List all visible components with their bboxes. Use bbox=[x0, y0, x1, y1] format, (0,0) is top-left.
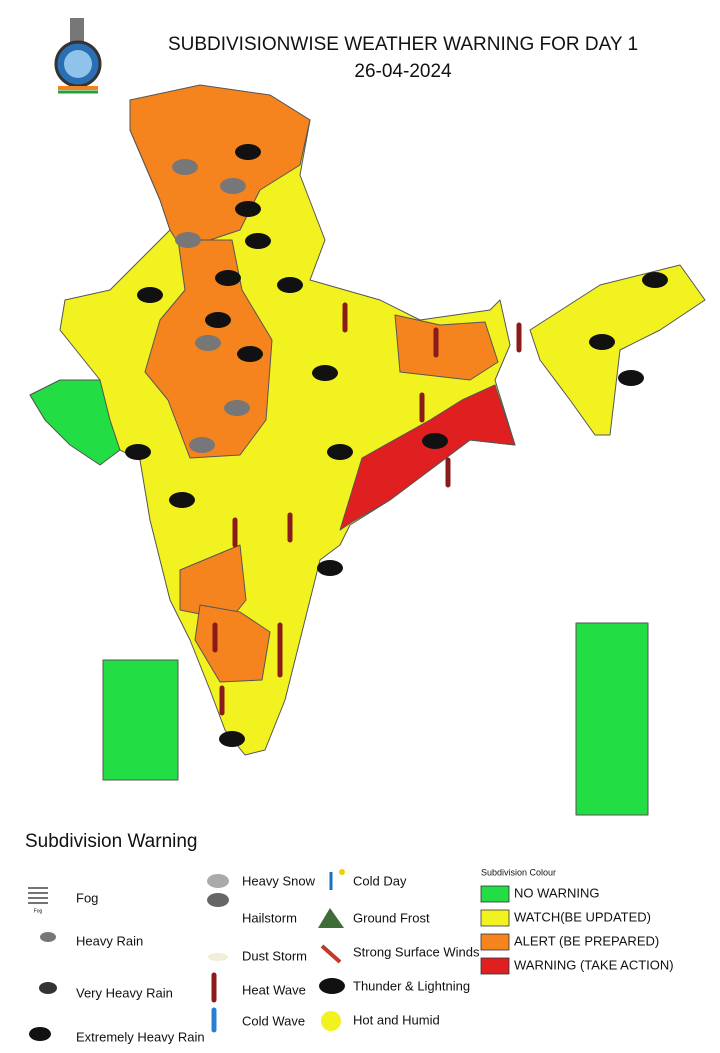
colour-swatch bbox=[480, 957, 510, 975]
icon-label: Very Heavy Rain bbox=[76, 985, 173, 1000]
heat-icons bbox=[212, 302, 522, 716]
lakshadweep bbox=[102, 659, 179, 781]
colour-label: WARNING (TAKE ACTION) bbox=[514, 957, 674, 972]
gujarat bbox=[29, 379, 121, 466]
legend-icon-labels: Fog Heavy Rain Very Heavy Rain Extremely He… bbox=[76, 873, 480, 1044]
hail-icons bbox=[172, 159, 250, 453]
icon-label: Ground Frost bbox=[353, 910, 430, 925]
icon-label: Heavy Rain bbox=[76, 933, 143, 948]
icon-label: Cold Day bbox=[353, 873, 407, 888]
icon-label: Cold Wave bbox=[242, 1013, 305, 1028]
thunder-icons bbox=[125, 144, 668, 747]
odisha-warning bbox=[339, 384, 516, 531]
colour-legend: NO WARNING WATCH(BE UPDATED) ALERT (BE PRE… bbox=[480, 885, 674, 975]
colour-label: NO WARNING bbox=[514, 885, 599, 900]
northeast bbox=[529, 264, 706, 436]
colour-label: WATCH(BE UPDATED) bbox=[514, 909, 651, 924]
emblem bbox=[54, 18, 102, 94]
date: 26-04-2024 bbox=[354, 61, 452, 82]
colour-swatch bbox=[480, 885, 510, 903]
icon-label: Heat Wave bbox=[242, 982, 306, 997]
icon-label: Fog bbox=[76, 890, 98, 905]
maharashtra-alert bbox=[179, 544, 247, 621]
fog-caption: Fog bbox=[34, 908, 43, 914]
north-alert bbox=[129, 84, 311, 263]
colour-swatch bbox=[480, 909, 510, 927]
map bbox=[29, 84, 706, 816]
india-watch bbox=[29, 94, 516, 756]
icon-label: Hot and Humid bbox=[353, 1012, 440, 1027]
icon-label: Heavy Snow bbox=[242, 873, 316, 888]
icon-label: Dust Storm bbox=[242, 948, 307, 963]
title: SUBDIVISIONWISE WEATHER WARNING FOR DAY … bbox=[168, 34, 638, 55]
icon-label: Extremely Heavy Rain bbox=[76, 1029, 205, 1044]
colour-legend-title: Subdivision Colour bbox=[481, 867, 556, 877]
andaman-nicobar bbox=[575, 622, 649, 816]
icon-label: Hailstorm bbox=[242, 910, 297, 925]
colour-swatch bbox=[480, 933, 510, 951]
icon-label: Strong Surface Winds bbox=[353, 944, 480, 959]
colour-label: ALERT (BE PREPARED) bbox=[514, 933, 659, 948]
icon-label: Thunder & Lightning bbox=[353, 978, 470, 993]
legend-icons: Fog bbox=[28, 869, 345, 1041]
legend-title: Subdivision Warning bbox=[25, 831, 198, 852]
bihar-alert bbox=[394, 314, 499, 381]
